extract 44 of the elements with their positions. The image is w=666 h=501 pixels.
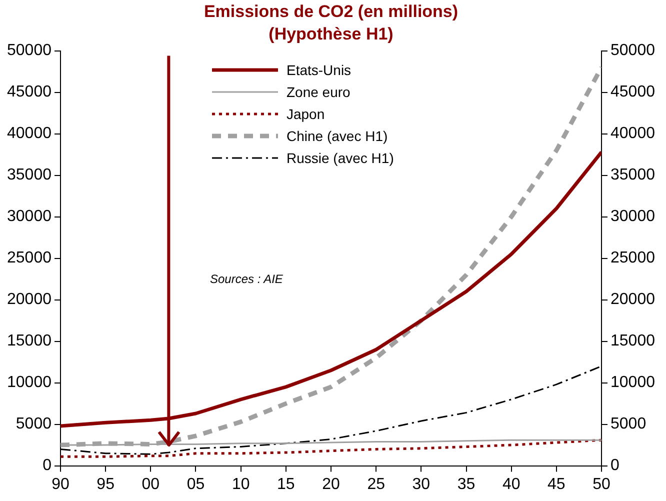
legend-label: Zone euro — [286, 84, 350, 100]
y-tick-label: 0 — [42, 457, 52, 474]
x-tick-label: 40 — [502, 476, 520, 493]
y2-tick-label: 45000 — [610, 84, 656, 101]
y2-tick-label: 20000 — [610, 291, 656, 308]
legend-label: Chine (avec H1) — [286, 128, 388, 144]
y2-tick-label: 25000 — [610, 250, 656, 267]
chart-subtitle: (Hypothèse H1) — [268, 24, 394, 44]
y-tick-label: 45000 — [6, 84, 52, 101]
x-tick-label: 10 — [232, 476, 250, 493]
y-tick-label: 10000 — [6, 374, 52, 392]
y2-tick-label: 10000 — [610, 374, 656, 392]
y2-tick-label: 40000 — [610, 125, 656, 142]
y2-tick-label: 30000 — [610, 208, 656, 226]
x-tick-label: 90 — [52, 476, 70, 493]
legend-label: Japon — [286, 106, 325, 122]
legend-label: Etats-Unis — [286, 62, 352, 78]
legend-label: Russie (avec H1) — [286, 150, 394, 166]
x-tick-label: 00 — [142, 476, 160, 493]
y2-tick-label: 0 — [610, 457, 620, 474]
x-tick-label: 30 — [412, 476, 430, 493]
y2-tick-label: 35000 — [610, 166, 656, 184]
x-tick-label: 20 — [322, 476, 340, 493]
line-series — [60, 438, 602, 458]
y-tick-label: 35000 — [6, 166, 52, 184]
x-tick-label: 15 — [277, 476, 295, 493]
y-tick-label: 20000 — [6, 291, 52, 308]
y-tick-label: 50000 — [6, 42, 52, 60]
x-tick-label: 25 — [367, 476, 386, 493]
x-tick-label: 35 — [457, 476, 476, 493]
y-tick-label: 25000 — [6, 250, 52, 267]
x-tick-label: 45 — [548, 476, 566, 493]
y2-tick-label: 5000 — [610, 416, 646, 433]
x-tick-label: 50 — [592, 476, 611, 493]
y2-tick-label: 50000 — [610, 42, 656, 60]
y-tick-label: 40000 — [6, 125, 52, 142]
y-tick-label: 5000 — [16, 416, 52, 433]
x-tick-label: 95 — [96, 476, 115, 493]
y-tick-label: 30000 — [6, 208, 52, 226]
x-tick-label: 05 — [186, 476, 205, 493]
y2-tick-label: 15000 — [610, 332, 656, 350]
y-tick-label: 15000 — [6, 332, 52, 350]
annotation: Sources : AIE — [210, 272, 283, 286]
chart-title: Emissions de CO2 (en millions) — [204, 2, 458, 21]
